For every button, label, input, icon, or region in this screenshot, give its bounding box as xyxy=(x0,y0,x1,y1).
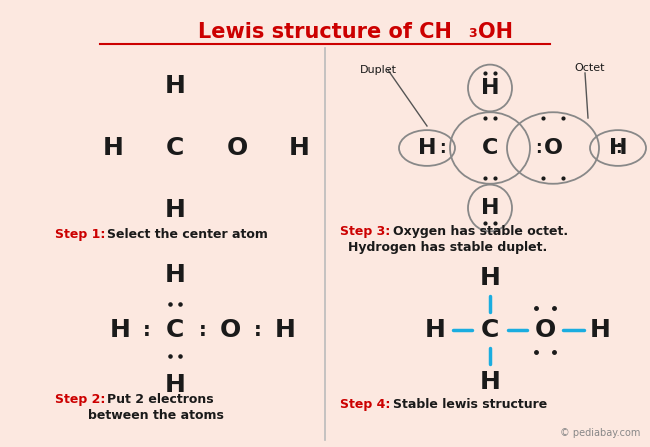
Text: between the atoms: between the atoms xyxy=(88,409,224,422)
Text: Oxygen has stable octet.: Oxygen has stable octet. xyxy=(393,225,568,238)
Text: :: : xyxy=(439,139,445,157)
Text: C: C xyxy=(166,318,184,342)
Text: O: O xyxy=(543,138,562,158)
Text: O: O xyxy=(534,318,556,342)
Text: Lewis structure of CH: Lewis structure of CH xyxy=(198,22,452,42)
Text: H: H xyxy=(480,266,500,290)
Text: H: H xyxy=(164,263,185,287)
Text: H: H xyxy=(274,318,296,342)
Text: :: : xyxy=(615,139,621,157)
Text: H: H xyxy=(424,318,445,342)
Text: C: C xyxy=(482,138,498,158)
Text: Step 2:: Step 2: xyxy=(55,393,105,406)
Text: :: : xyxy=(254,320,262,340)
Text: :: : xyxy=(535,139,541,157)
Text: C: C xyxy=(481,318,499,342)
Text: OH: OH xyxy=(478,22,513,42)
Text: Step 4:: Step 4: xyxy=(340,398,391,411)
Text: O: O xyxy=(226,136,248,160)
Text: H: H xyxy=(164,198,185,222)
Text: H: H xyxy=(418,138,436,158)
Text: H: H xyxy=(164,74,185,98)
Text: © pediabay.com: © pediabay.com xyxy=(560,428,640,438)
Text: H: H xyxy=(481,198,499,218)
Text: H: H xyxy=(590,318,610,342)
Text: O: O xyxy=(220,318,240,342)
Text: H: H xyxy=(164,373,185,397)
Text: Octet: Octet xyxy=(575,63,605,73)
Text: H: H xyxy=(481,78,499,98)
Text: H: H xyxy=(289,136,309,160)
Text: :: : xyxy=(199,320,207,340)
Text: Stable lewis structure: Stable lewis structure xyxy=(393,398,547,411)
Text: H: H xyxy=(103,136,124,160)
Text: Put 2 electrons: Put 2 electrons xyxy=(107,393,214,406)
Text: Step 1:: Step 1: xyxy=(55,228,105,241)
Text: H: H xyxy=(609,138,627,158)
Text: H: H xyxy=(480,370,500,394)
Text: C: C xyxy=(166,136,184,160)
Text: H: H xyxy=(110,318,131,342)
Text: Step 3:: Step 3: xyxy=(340,225,390,238)
Text: Hydrogen has stable duplet.: Hydrogen has stable duplet. xyxy=(348,241,547,254)
Text: Duplet: Duplet xyxy=(360,65,397,75)
Text: 3: 3 xyxy=(468,27,476,40)
Text: Select the center atom: Select the center atom xyxy=(107,228,268,241)
Text: :: : xyxy=(143,320,151,340)
